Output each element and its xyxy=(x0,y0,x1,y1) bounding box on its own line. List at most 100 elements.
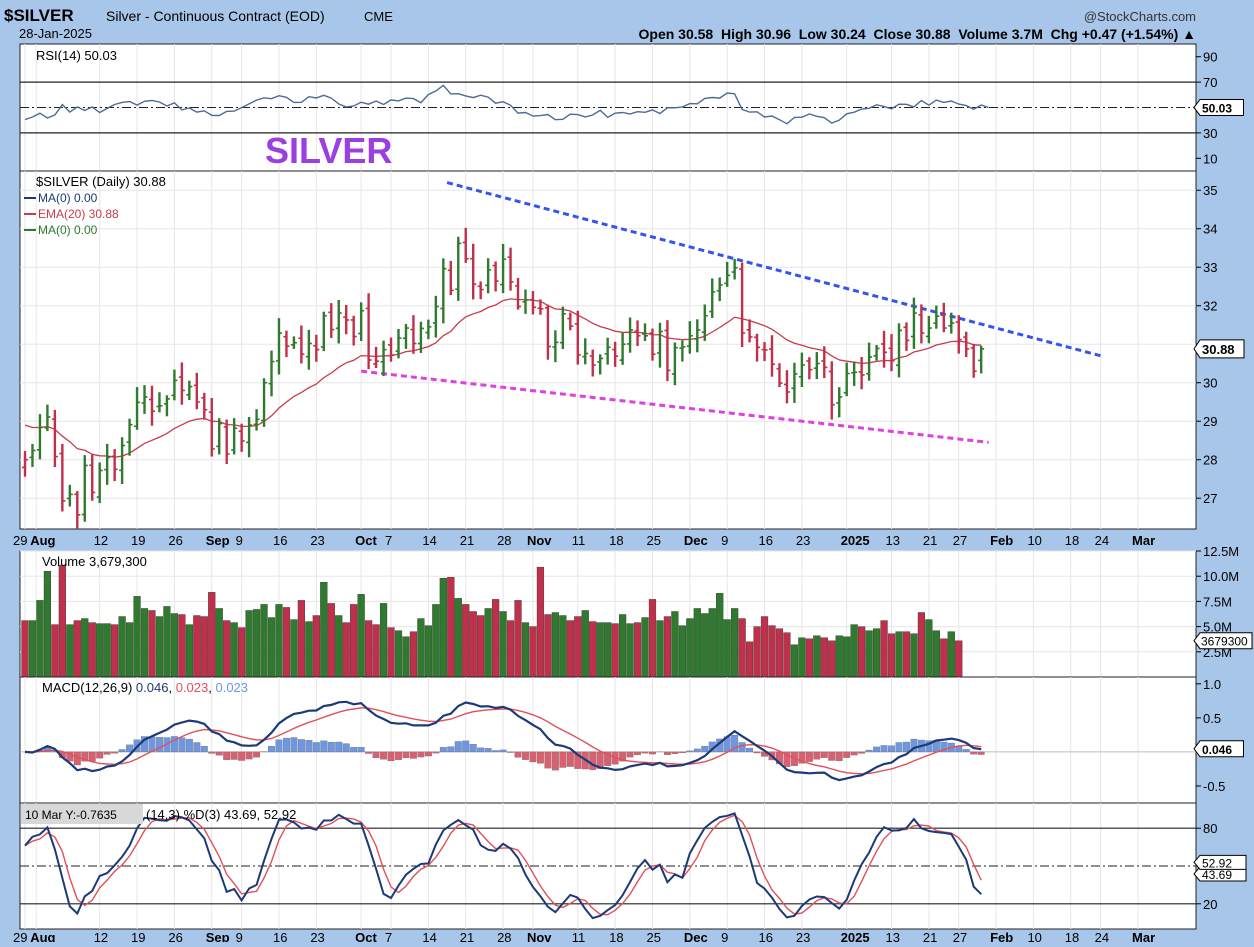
macd-histogram-bar xyxy=(664,752,671,755)
x-axis-label: 13 xyxy=(886,930,900,942)
x-axis-label: 16 xyxy=(273,533,287,548)
volume-bar xyxy=(74,621,81,677)
volume-bar xyxy=(500,611,507,677)
x-axis-label: 26 xyxy=(168,930,182,942)
macd-histogram-bar xyxy=(365,752,372,754)
volume-bar xyxy=(51,625,58,677)
x-axis-label: Mar xyxy=(1132,533,1155,548)
volume-bar xyxy=(911,634,918,677)
volume-bar xyxy=(559,616,566,677)
macd-histogram-bar xyxy=(963,749,970,752)
x-axis-label: Sep xyxy=(206,533,230,548)
macd-histogram-bar xyxy=(903,742,910,752)
x-axis-label: 10 xyxy=(1027,533,1041,548)
macd-histogram-bar xyxy=(395,752,402,760)
volume-bar xyxy=(119,617,126,677)
x-axis-label: 18 xyxy=(1065,533,1079,548)
volume-bar xyxy=(261,604,268,677)
volume-bar xyxy=(903,632,910,677)
x-axis-label: 23 xyxy=(310,930,324,942)
volume-bar xyxy=(851,625,858,677)
macd-histogram-bar xyxy=(111,752,118,753)
macd-histogram-bar xyxy=(201,746,208,752)
macd-histogram-bar xyxy=(642,752,649,753)
axis-tick-label: 34 xyxy=(1203,222,1217,237)
volume-bar xyxy=(343,623,350,677)
volume-bar xyxy=(888,634,895,677)
x-axis-label: 23 xyxy=(796,533,810,548)
macd-histogram-bar xyxy=(746,748,753,752)
macd-histogram-bar xyxy=(530,752,537,762)
last-volume-label: 3679300 xyxy=(1201,635,1248,649)
macd-histogram-bar xyxy=(276,740,283,752)
volume-bar xyxy=(178,615,185,677)
last-value-label: 50.03 xyxy=(1202,101,1232,115)
x-axis-label: 16 xyxy=(273,930,287,942)
x-axis-label: 7 xyxy=(385,930,392,942)
instrument-name: Silver - Continuous Contract (EOD) xyxy=(106,8,325,24)
volume-bar xyxy=(545,615,552,677)
x-axis-label: Aug xyxy=(30,533,55,548)
axis-tick-label: 29 xyxy=(1203,414,1217,429)
macd-histogram-bar xyxy=(821,752,828,758)
volume-bar xyxy=(335,616,342,677)
macd-histogram-bar xyxy=(627,752,634,757)
x-axis-label: 13 xyxy=(886,533,900,548)
x-axis-label: 24 xyxy=(1095,930,1109,942)
volume-bar xyxy=(66,625,73,677)
macd-histogram-bar xyxy=(843,752,850,758)
macd-histogram-bar xyxy=(851,752,858,755)
volume-bar xyxy=(798,638,805,677)
legend-ema: EMA(20) 30.88 xyxy=(38,207,119,221)
volume-bar xyxy=(679,626,686,677)
macd-histogram-bar xyxy=(425,752,432,756)
volume-bar xyxy=(933,631,940,677)
macd-histogram-bar xyxy=(978,752,985,755)
macd-histogram-bar xyxy=(687,751,694,752)
volume-bar xyxy=(455,598,462,677)
volume-bar xyxy=(89,623,96,677)
macd-histogram-bar xyxy=(231,752,238,760)
x-axis-label: Dec xyxy=(684,930,708,942)
x-axis-label: 26 xyxy=(168,533,182,548)
crosshair-readout: 10 Mar Y:-0.7635 xyxy=(25,808,117,822)
macd-histogram-bar xyxy=(335,742,342,752)
x-axis-label: 29 xyxy=(13,533,27,548)
ohlc-summary: Open 30.58 High 30.96 Low 30.24 Close 30… xyxy=(639,26,1197,42)
x-axis-label: Oct xyxy=(355,533,377,548)
macd-histogram-bar xyxy=(208,752,215,754)
volume-bar xyxy=(507,621,514,677)
x-axis-label: 11 xyxy=(572,930,586,942)
exchange: CME xyxy=(364,9,393,24)
macd-histogram-bar xyxy=(253,752,260,757)
macd-histogram-bar xyxy=(216,752,223,755)
volume-bar xyxy=(328,603,335,677)
x-axis-label: 11 xyxy=(572,533,586,548)
volume-bar xyxy=(201,617,208,677)
volume-bar xyxy=(582,610,589,677)
price-title: $SILVER (Daily) 30.88 xyxy=(36,174,166,189)
date: 28-Jan-2025 xyxy=(19,26,92,41)
rsi-title: RSI(14) 50.03 xyxy=(36,48,117,63)
x-axis-label: 10 xyxy=(1027,930,1041,942)
volume-bar xyxy=(612,624,619,677)
volume-bar xyxy=(574,617,581,677)
volume-bar xyxy=(365,621,372,677)
axis-tick-label: 0.5 xyxy=(1203,711,1221,726)
volume-bar xyxy=(761,617,768,677)
volume-bar xyxy=(373,625,380,677)
volume-bar xyxy=(253,609,260,677)
volume-bar xyxy=(948,632,955,677)
volume-bar xyxy=(268,618,275,677)
x-axis-label: 27 xyxy=(953,930,967,942)
x-axis-label: 2025 xyxy=(841,930,870,942)
macd-histogram-bar xyxy=(246,752,253,759)
volume-bar xyxy=(731,608,738,677)
volume-bar xyxy=(627,624,634,677)
volume-bar xyxy=(821,638,828,677)
macd-histogram-bar xyxy=(500,750,507,752)
volume-bar xyxy=(59,565,66,677)
macd-histogram-bar xyxy=(492,751,499,752)
